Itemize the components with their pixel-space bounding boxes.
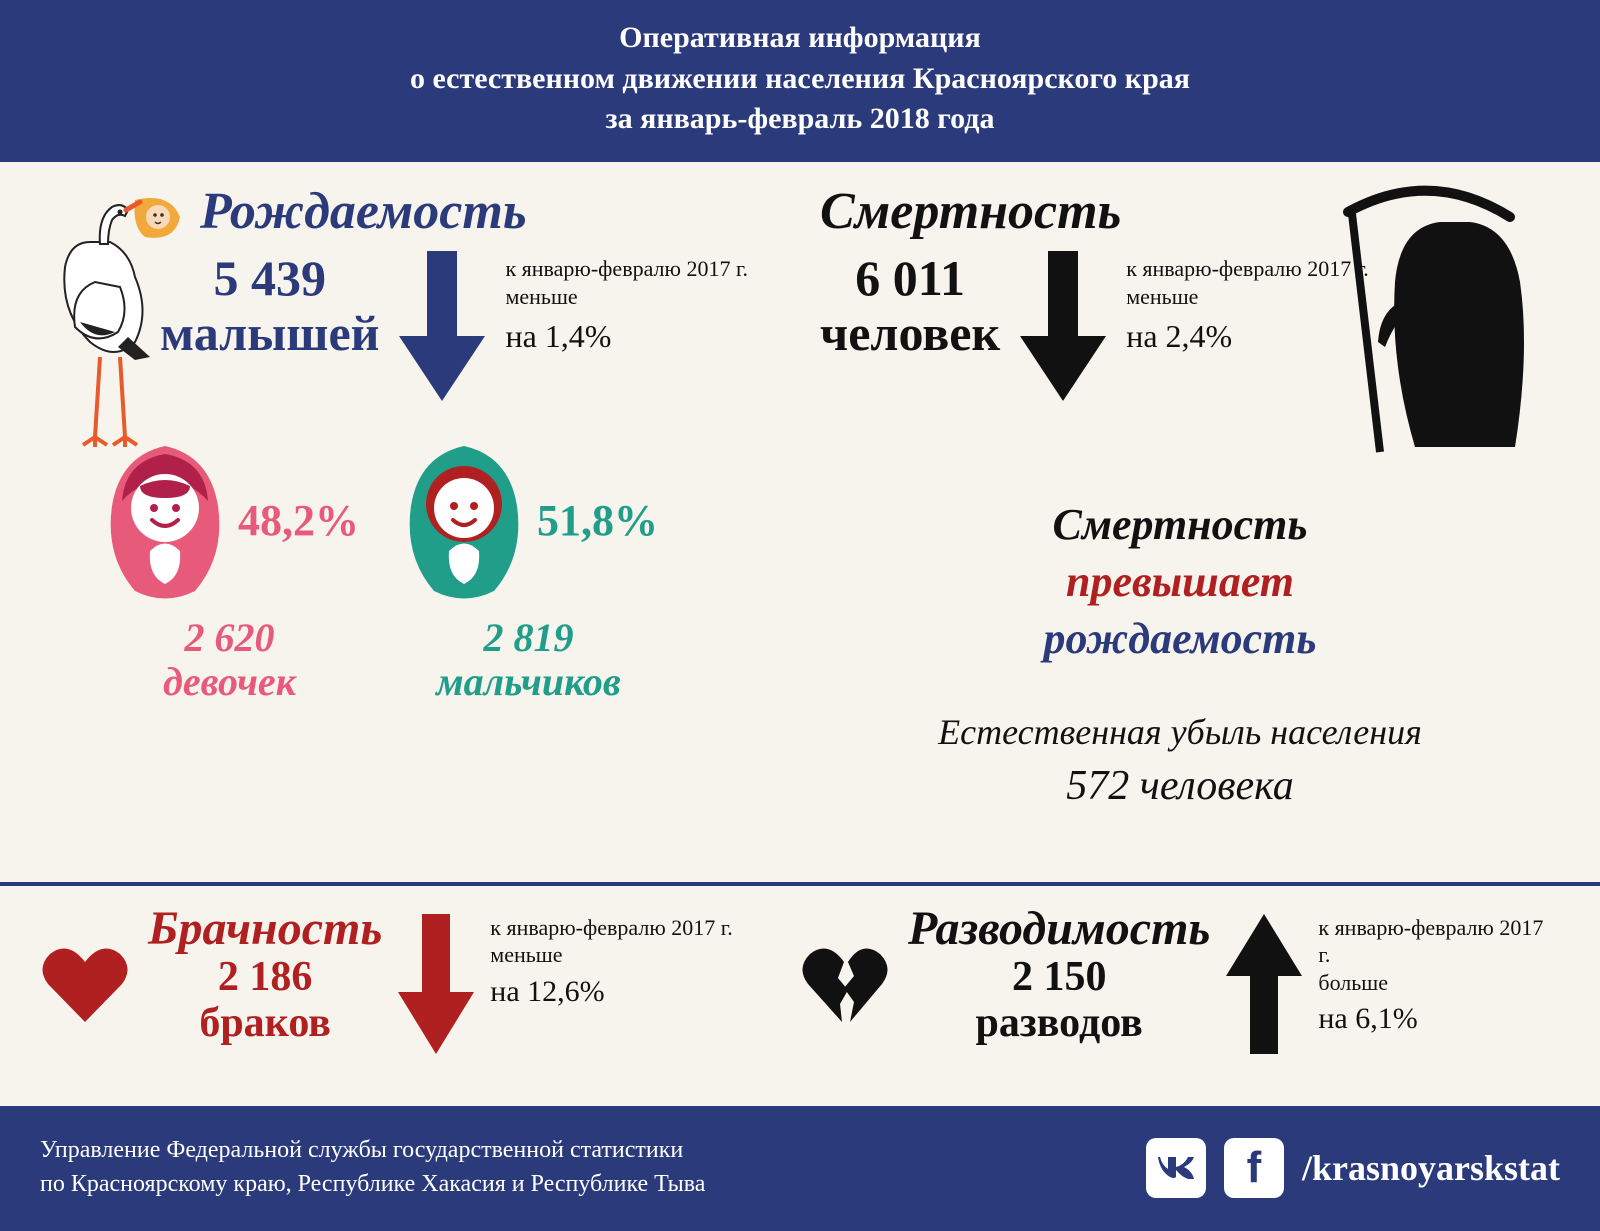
girls-unit: девочек xyxy=(163,659,296,704)
header-banner: Оперативная информация о естественном дв… xyxy=(0,0,1600,162)
boys-count-label: 2 819 мальчиков xyxy=(436,616,621,704)
excess-line1: Смертность xyxy=(800,496,1560,553)
natural-loss-label: Естественная убыль населения xyxy=(938,712,1422,752)
marriage-compare-prefix: к январю-февралю 2017 г. xyxy=(490,915,733,940)
divorce-stat: 2 150 разводов xyxy=(908,954,1210,1046)
births-summary-row: 5 439 малышей к январю-февралю 2017 г. м… xyxy=(160,251,800,406)
footer-org-line1: Управление Федеральной службы государств… xyxy=(40,1134,1146,1168)
broken-heart-icon xyxy=(800,944,890,1029)
facebook-icon[interactable]: f xyxy=(1224,1138,1284,1198)
marriage-compare-pct: на 12,6% xyxy=(490,973,733,1011)
births-compare-word: меньше xyxy=(505,284,577,309)
boys-unit: мальчиков xyxy=(436,659,621,704)
natural-loss: Естественная убыль населения 572 человек… xyxy=(800,707,1560,816)
births-comparison: к январю-февралю 2017 г. меньше на 1,4% xyxy=(505,255,748,358)
footer-org-line2: по Красноярскому краю, Республике Хакаси… xyxy=(40,1168,1146,1202)
births-title: Рождаемость xyxy=(200,182,800,241)
girls-pct: 48,2% xyxy=(238,495,359,546)
births-total: 5 439 малышей xyxy=(160,251,379,361)
divorce-compare-prefix: к январю-февралю 2017 г. xyxy=(1318,915,1543,968)
footer-social: f /krasnoyarskstat xyxy=(1146,1138,1560,1198)
excess-statement: Смертность превышает рождаемость xyxy=(800,496,1560,668)
births-panel: Рождаемость 5 439 малышей к январю-февра… xyxy=(40,182,800,872)
births-total-unit: малышей xyxy=(160,306,379,361)
divorce-title: Разводимость xyxy=(908,904,1210,954)
marriage-comparison: к январю-февралю 2017 г. меньше на 12,6% xyxy=(490,914,733,1011)
births-compare-prefix: к январю-февралю 2017 г. xyxy=(505,256,748,281)
main-content: Рождаемость 5 439 малышей к январю-февра… xyxy=(0,162,1600,882)
marriage-unit: браков xyxy=(199,1000,331,1046)
header-line2: о естественном движении населения Красно… xyxy=(40,59,1560,100)
girls-block: 48,2% 2 620 девочек xyxy=(100,436,359,704)
boys-count: 2 819 xyxy=(484,615,574,660)
divorce-text-block: Разводимость 2 150 разводов xyxy=(908,904,1210,1047)
divorce-unit: разводов xyxy=(976,1000,1143,1046)
births-arrow-down-icon xyxy=(397,251,487,406)
divorce-comparison: к январю-февралю 2017 г. больше на 6,1% xyxy=(1318,914,1560,1038)
divorce-compare-word: больше xyxy=(1318,970,1388,995)
heart-icon xyxy=(40,944,130,1029)
grim-reaper-icon xyxy=(1330,182,1550,467)
footer-banner: Управление Федеральной службы государств… xyxy=(0,1106,1600,1231)
natural-loss-value: 572 человека xyxy=(800,757,1560,816)
marriage-panel: Брачность 2 186 браков к январю-февралю … xyxy=(40,904,800,1096)
marriage-compare-word: меньше xyxy=(490,942,562,967)
births-compare-pct: на 1,4% xyxy=(505,316,748,358)
deaths-compare-word: меньше xyxy=(1126,284,1198,309)
marriage-arrow-down-icon xyxy=(396,914,476,1059)
boys-pct: 51,8% xyxy=(537,495,658,546)
vk-icon[interactable] xyxy=(1146,1138,1206,1198)
marriage-count: 2 186 xyxy=(218,954,313,1000)
deaths-total-number: 6 011 xyxy=(855,250,965,306)
boys-block: 51,8% 2 819 мальчиков xyxy=(399,436,658,704)
marriage-title: Брачность xyxy=(148,904,382,954)
girls-count-label: 2 620 девочек xyxy=(163,616,296,704)
births-total-number: 5 439 xyxy=(213,250,326,306)
divorce-compare-pct: на 6,1% xyxy=(1318,1000,1560,1038)
baby-girl-icon xyxy=(100,436,230,606)
header-line3: за январь-февраль 2018 года xyxy=(40,99,1560,140)
deaths-total: 6 011 человек xyxy=(820,251,1000,361)
excess-line2: превышает xyxy=(800,553,1560,610)
excess-line3: рождаемость xyxy=(800,610,1560,667)
footer-org: Управление Федеральной службы государств… xyxy=(40,1134,1146,1201)
deaths-panel: Смертность 6 011 человек к январю-фе xyxy=(800,182,1560,872)
gender-breakdown: 48,2% 2 620 девочек xyxy=(40,436,800,704)
baby-boy-icon xyxy=(399,436,529,606)
header-line1: Оперативная информация xyxy=(40,18,1560,59)
bottom-row: Брачность 2 186 браков к январю-февралю … xyxy=(0,886,1600,1106)
marriage-text-block: Брачность 2 186 браков xyxy=(148,904,382,1047)
divorce-panel: Разводимость 2 150 разводов к январю-фев… xyxy=(800,904,1560,1096)
deaths-arrow-down-icon xyxy=(1018,251,1108,406)
marriage-stat: 2 186 браков xyxy=(148,954,382,1046)
divorce-arrow-up-icon xyxy=(1224,914,1304,1059)
social-handle: /krasnoyarskstat xyxy=(1302,1143,1560,1193)
stork-icon xyxy=(40,182,190,457)
girls-count: 2 620 xyxy=(185,615,275,660)
divorce-count: 2 150 xyxy=(1012,954,1107,1000)
deaths-total-unit: человек xyxy=(820,305,1000,361)
